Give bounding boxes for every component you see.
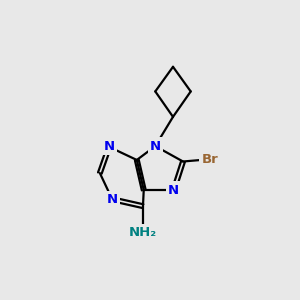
Text: N: N [168, 184, 179, 196]
Text: N: N [103, 140, 115, 153]
Text: N: N [106, 193, 118, 206]
Text: Br: Br [202, 153, 218, 166]
Text: N: N [150, 140, 161, 153]
Text: NH₂: NH₂ [129, 226, 157, 239]
